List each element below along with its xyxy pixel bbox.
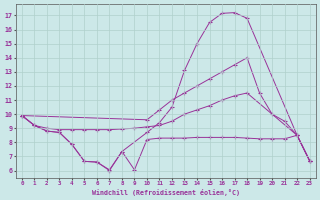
X-axis label: Windchill (Refroidissement éolien,°C): Windchill (Refroidissement éolien,°C) <box>92 189 240 196</box>
